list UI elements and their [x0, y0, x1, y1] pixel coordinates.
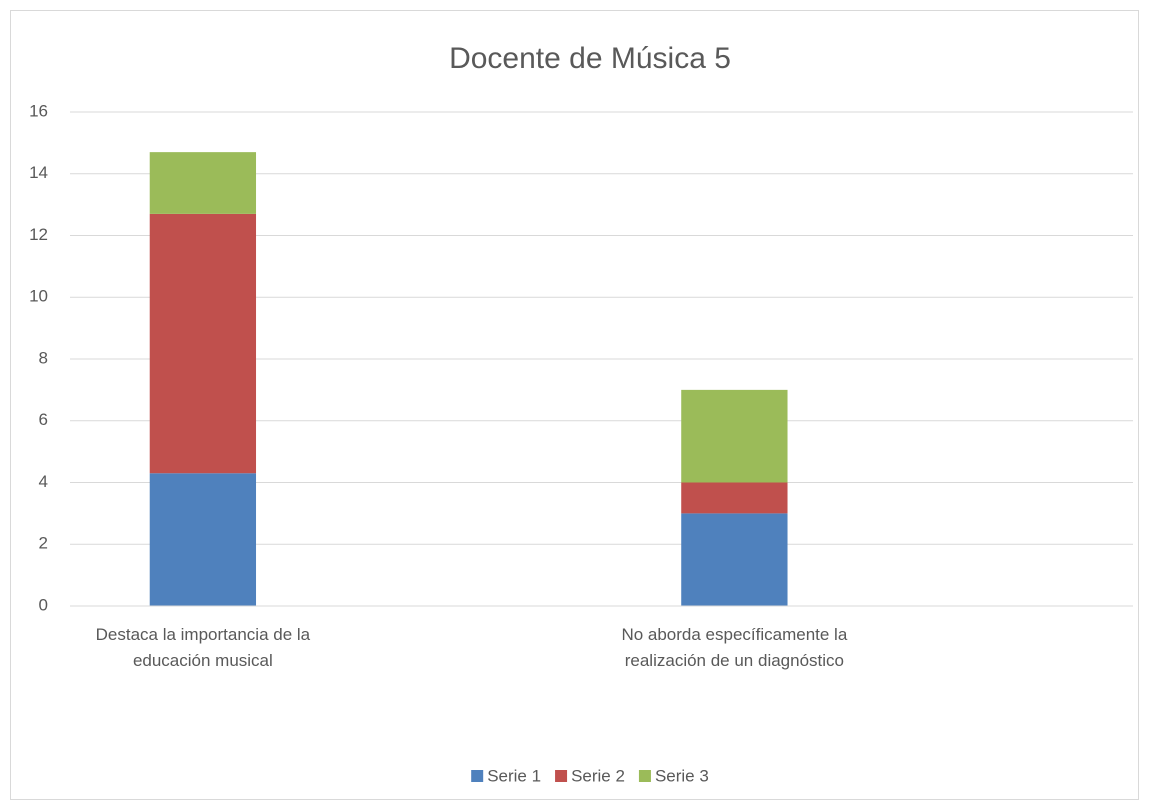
legend-swatch	[471, 770, 484, 782]
x-tick-label: Destaca la importancia de la educación m…	[95, 625, 311, 670]
chart-title: Docente de Música 5	[449, 42, 731, 75]
bar-segment	[149, 213, 257, 474]
y-tick-label: 4	[39, 472, 48, 491]
legend-swatch	[555, 770, 568, 782]
y-tick-label: 12	[29, 225, 48, 244]
y-tick-label: 8	[39, 348, 48, 367]
legend-swatch	[638, 770, 651, 782]
y-tick-label: 2	[39, 534, 48, 553]
x-tick-label: No aborda específicamente la realización…	[621, 625, 848, 670]
bar-segment	[681, 389, 788, 483]
bar-segment	[681, 482, 788, 514]
legend-label: Serie 1	[487, 766, 541, 785]
y-tick-label: 0	[39, 595, 48, 614]
bar-segment	[681, 513, 788, 606]
legend-label: Serie 3	[655, 766, 709, 785]
bar-segment	[149, 473, 257, 606]
legend-label: Serie 2	[571, 766, 625, 785]
y-tick-label: 16	[29, 101, 48, 120]
y-tick-label: 14	[29, 163, 48, 182]
y-tick-label: 6	[39, 410, 48, 429]
y-tick-label: 10	[29, 287, 48, 306]
bar-segment	[149, 152, 257, 214]
